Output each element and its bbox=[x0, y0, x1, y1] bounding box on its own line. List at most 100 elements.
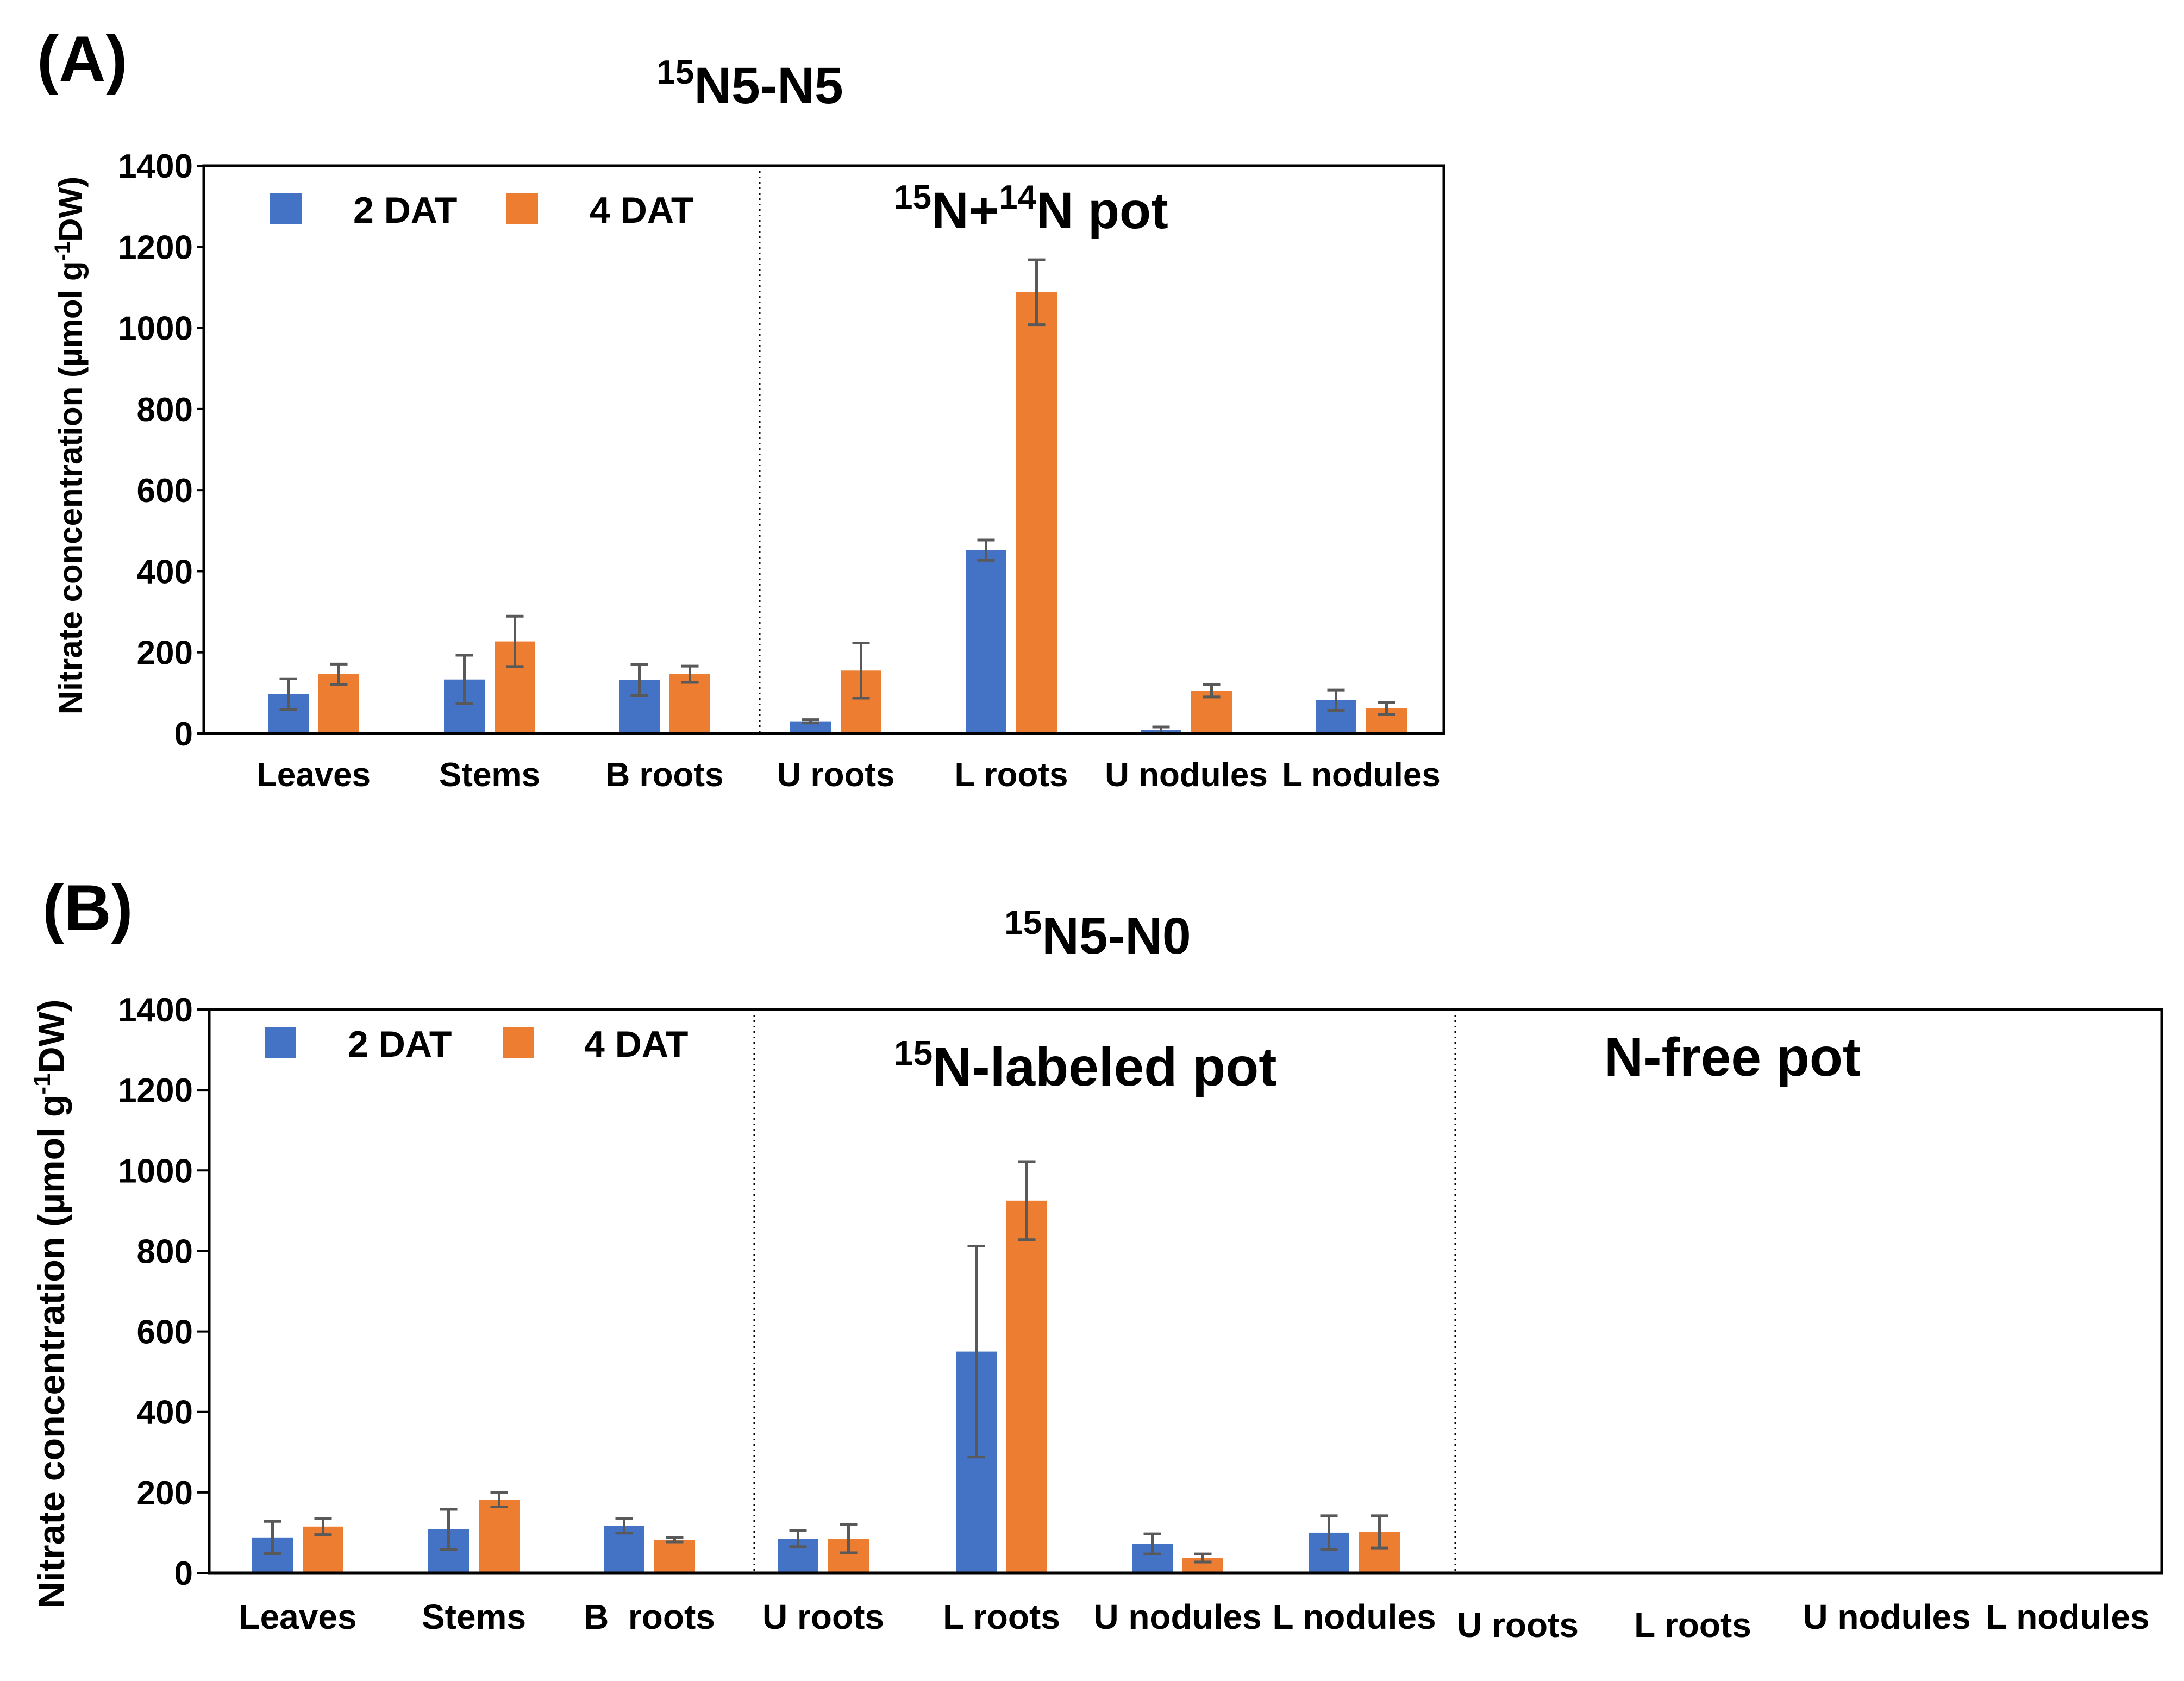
error-bar bbox=[506, 614, 524, 668]
panel-a-y-tick-label: 1400 bbox=[118, 148, 193, 185]
x-category-label-u-nodules: U nodules bbox=[1093, 1597, 1261, 1636]
x-category-label-u-roots: U roots bbox=[1457, 1605, 1579, 1645]
error-bar bbox=[1018, 1160, 1036, 1241]
panel-b-y-ticks: 0 200 400 600 800 1000 1200 1400 bbox=[118, 992, 209, 1592]
panel-b-y-tick-label: 200 bbox=[137, 1475, 193, 1512]
x-category-label-u-nodules: U nodules bbox=[1105, 756, 1268, 794]
x-category-label-leaves: Leaves bbox=[256, 756, 371, 794]
x-category-label-l-nodules: L nodules bbox=[1272, 1597, 1436, 1636]
error-bar bbox=[967, 1245, 985, 1459]
panel-a-legend-swatch-4dat bbox=[506, 193, 538, 224]
panel-b-x-labels: Leaves Stems B roots U roots L roots U nodule… bbox=[239, 1597, 2149, 1645]
x-category-label-leaves: Leaves bbox=[239, 1597, 356, 1636]
panel-a-y-tick-label: 0 bbox=[174, 716, 193, 753]
error-bar bbox=[1320, 1514, 1338, 1551]
panel-b-legend-label-2dat: 2 DAT bbox=[348, 1024, 452, 1065]
error-bar bbox=[1378, 701, 1395, 716]
x-category-label-stems: Stems bbox=[439, 756, 540, 794]
panel-a-y-tick-label: 800 bbox=[137, 391, 193, 429]
panel-a-bars bbox=[268, 258, 1407, 735]
panel-a-y-tick-label: 1200 bbox=[118, 229, 193, 266]
panel-a-title-main: N5-N5 bbox=[694, 57, 843, 115]
panel-b-y-tick-label: 1400 bbox=[118, 992, 193, 1029]
error-bar bbox=[630, 663, 648, 697]
bar-4dat-stems bbox=[479, 1500, 520, 1573]
panel-b-label: (B) bbox=[42, 871, 133, 944]
panel-b-legend-label-4dat: 4 DAT bbox=[584, 1024, 688, 1065]
error-bar bbox=[455, 654, 473, 706]
panel-b-title-main: N5-N0 bbox=[1042, 907, 1191, 965]
panel-a-y-tick-label: 400 bbox=[137, 553, 193, 591]
bar-4dat-b-roots bbox=[654, 1540, 695, 1573]
panel-b-y-tick-label: 400 bbox=[137, 1394, 193, 1432]
panel-b-title-superscript: 15 bbox=[1004, 904, 1042, 942]
x-category-label-l-roots: L roots bbox=[955, 756, 1068, 794]
error-bar bbox=[1203, 683, 1221, 699]
error-bar bbox=[314, 1517, 332, 1536]
panel-a-x-labels: Leaves Stems B roots U roots L roots U nodule… bbox=[256, 756, 1441, 794]
error-bar bbox=[1028, 258, 1046, 327]
panel-a-plot-frame bbox=[202, 164, 1445, 735]
panel-a-legend-label-2dat: 2 DAT bbox=[353, 190, 457, 231]
error-bar bbox=[264, 1520, 281, 1555]
error-bar bbox=[1143, 1532, 1161, 1555]
error-bar bbox=[440, 1508, 458, 1551]
error-bar bbox=[490, 1491, 508, 1509]
bar-4dat-b-roots bbox=[669, 674, 710, 733]
panel-b-section-label-labeled-pot: 15N-labeled pot bbox=[894, 1033, 1277, 1097]
bar-2dat-l-roots bbox=[966, 550, 1006, 733]
panel-a-y-tick-label: 1000 bbox=[118, 310, 193, 348]
bar-4dat-l-roots bbox=[1006, 1200, 1047, 1573]
panel-a-y-axis-label: Nitrate concentration (µmol g-1DW) bbox=[51, 177, 89, 714]
panel-b-plot-frame bbox=[208, 1008, 2163, 1575]
x-category-label-l-roots: L roots bbox=[1634, 1605, 1751, 1645]
panel-b-y-tick-label: 0 bbox=[174, 1555, 193, 1592]
panel-a-title-superscript: 15 bbox=[656, 54, 694, 91]
panel-b-y-tick-label: 600 bbox=[137, 1314, 193, 1351]
x-category-label-u-roots: U roots bbox=[762, 1597, 884, 1636]
panel-b-y-tick-label: 1200 bbox=[118, 1072, 193, 1109]
panel-b-title: 15N5-N0 bbox=[1004, 904, 1191, 965]
panel-a-y-tick-label: 600 bbox=[137, 472, 193, 510]
error-bar bbox=[802, 718, 819, 725]
error-bar bbox=[977, 538, 995, 562]
x-category-label-stems: Stems bbox=[422, 1597, 526, 1636]
error-bar bbox=[1194, 1552, 1212, 1564]
x-category-label-l-nodules: L nodules bbox=[1986, 1597, 2149, 1636]
panel-b-legend-swatch-4dat bbox=[503, 1027, 534, 1058]
panel-b-bars bbox=[252, 1160, 1688, 1573]
panel-a-y-ticks: 0 200 400 600 800 1000 1200 1400 bbox=[118, 148, 204, 753]
bar-4dat-l-roots bbox=[1016, 292, 1057, 733]
error-bar bbox=[279, 677, 297, 711]
error-bar bbox=[840, 1523, 858, 1554]
panel-b-y-tick-label: 1000 bbox=[118, 1152, 193, 1190]
panel-b-legend-swatch-2dat bbox=[265, 1027, 296, 1058]
error-bar bbox=[1371, 1514, 1388, 1550]
error-bar bbox=[615, 1517, 633, 1535]
bar-2dat-u-roots bbox=[790, 721, 831, 733]
x-category-label-b-roots: B roots bbox=[584, 1597, 715, 1636]
panel-a-section-label: 15N+14N pot bbox=[894, 179, 1168, 240]
panel-a-y-tick-label: 200 bbox=[137, 635, 193, 672]
panel-b-section-label-nfree-pot: N-free pot bbox=[1604, 1027, 1861, 1088]
error-bar bbox=[681, 664, 699, 684]
panel-a-legend-swatch-2dat bbox=[270, 193, 302, 224]
x-category-label-l-roots: L roots bbox=[943, 1597, 1060, 1636]
panel-a-legend-label-4dat: 4 DAT bbox=[590, 190, 693, 231]
x-category-label-l-nodules: L nodules bbox=[1282, 756, 1441, 794]
x-category-label-u-roots: U roots bbox=[777, 756, 895, 794]
x-category-label-b-roots: B roots bbox=[606, 756, 724, 794]
panel-b-y-tick-label: 800 bbox=[137, 1233, 193, 1270]
panel-a-title: 15N5-N5 bbox=[656, 54, 843, 115]
error-bar bbox=[852, 642, 870, 700]
error-bar bbox=[330, 662, 348, 686]
panel-a-label: (A) bbox=[37, 23, 128, 96]
error-bar bbox=[666, 1536, 684, 1544]
panel-b-y-axis-label: Nitrate concentration (µmol g-1DW) bbox=[29, 1000, 72, 1609]
error-bar bbox=[789, 1529, 807, 1548]
error-bar bbox=[1327, 688, 1345, 712]
x-category-label-u-nodules: U nodules bbox=[1803, 1597, 1970, 1636]
panel-b: (B) 15N5-N0 Nitrate concentration (µmol … bbox=[29, 871, 2163, 1645]
